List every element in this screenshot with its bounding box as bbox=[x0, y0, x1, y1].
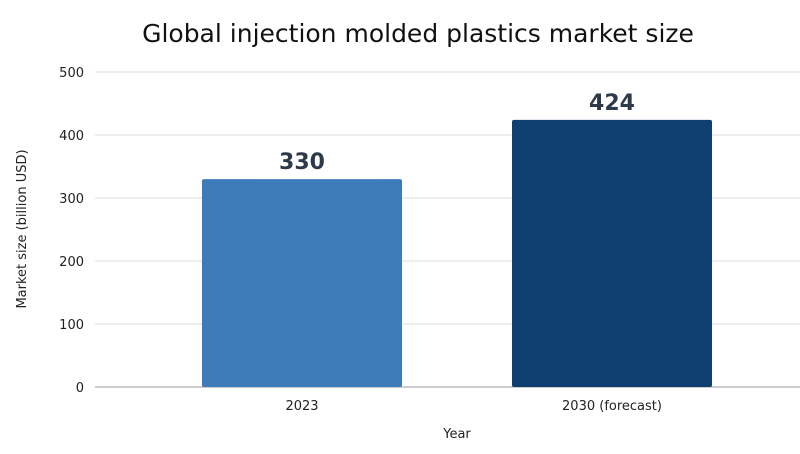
y-tick-label: 400 bbox=[59, 129, 84, 144]
data-label: 424 bbox=[589, 91, 635, 116]
x-axis-label: Year bbox=[442, 427, 471, 442]
bar bbox=[202, 179, 402, 387]
data-label: 330 bbox=[279, 150, 325, 175]
y-axis-label: Market size (billion USD) bbox=[15, 149, 30, 308]
chart-title: Global injection molded plastics market … bbox=[142, 19, 694, 48]
y-tick-label: 200 bbox=[59, 255, 84, 270]
y-tick-label: 0 bbox=[76, 381, 84, 396]
bar bbox=[512, 119, 712, 387]
y-tick-label: 300 bbox=[59, 192, 84, 207]
y-tick-label: 500 bbox=[59, 66, 84, 81]
x-tick-label: 2023 bbox=[285, 399, 318, 414]
x-tick-label: 2030 (forecast) bbox=[562, 399, 662, 414]
y-tick-label: 100 bbox=[59, 318, 84, 333]
